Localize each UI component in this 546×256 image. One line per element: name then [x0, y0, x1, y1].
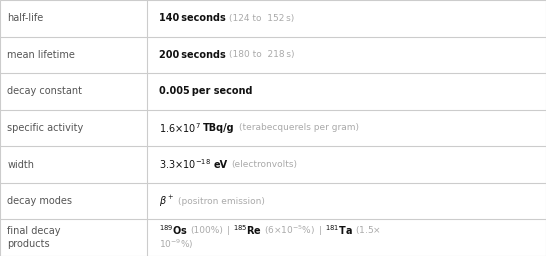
- Text: $(6{\times}10^{-5}$%): $(6{\times}10^{-5}$%): [264, 224, 316, 237]
- Text: (100%): (100%): [191, 226, 223, 235]
- Text: (positron emission): (positron emission): [178, 197, 265, 206]
- Text: $1.6{\times}10^7$: $1.6{\times}10^7$: [159, 121, 201, 135]
- Text: |: |: [227, 226, 230, 235]
- Text: eV: eV: [213, 159, 227, 169]
- Text: decay modes: decay modes: [7, 196, 72, 206]
- Text: final decay
products: final decay products: [7, 226, 61, 249]
- Text: $^{181}$Ta: $^{181}$Ta: [325, 223, 353, 237]
- Text: 140 seconds: 140 seconds: [159, 13, 226, 23]
- Text: TBq/g: TBq/g: [203, 123, 235, 133]
- Text: (180 to  218 s): (180 to 218 s): [229, 50, 294, 59]
- Text: $^{189}$Os: $^{189}$Os: [159, 223, 188, 237]
- Text: 200 seconds: 200 seconds: [159, 50, 226, 60]
- Text: (electronvolts): (electronvolts): [232, 160, 298, 169]
- Text: 0.005 per second: 0.005 per second: [159, 87, 253, 97]
- Text: width: width: [7, 159, 34, 169]
- Text: $(1.5{\times}$: $(1.5{\times}$: [355, 225, 381, 236]
- Text: (124 to  152 s): (124 to 152 s): [229, 14, 294, 23]
- Text: half-life: half-life: [7, 13, 43, 23]
- Text: $3.3{\times}10^{-18}$: $3.3{\times}10^{-18}$: [159, 158, 211, 172]
- Text: (terabecquerels per gram): (terabecquerels per gram): [239, 123, 359, 133]
- Text: $\beta^+$: $\beta^+$: [159, 194, 175, 209]
- Text: $^{185}$Re: $^{185}$Re: [233, 223, 262, 237]
- Text: specific activity: specific activity: [7, 123, 84, 133]
- Text: $10^{-9}$%): $10^{-9}$%): [159, 238, 194, 251]
- Text: |: |: [319, 226, 322, 235]
- Text: mean lifetime: mean lifetime: [7, 50, 75, 60]
- Text: decay constant: decay constant: [7, 87, 82, 97]
